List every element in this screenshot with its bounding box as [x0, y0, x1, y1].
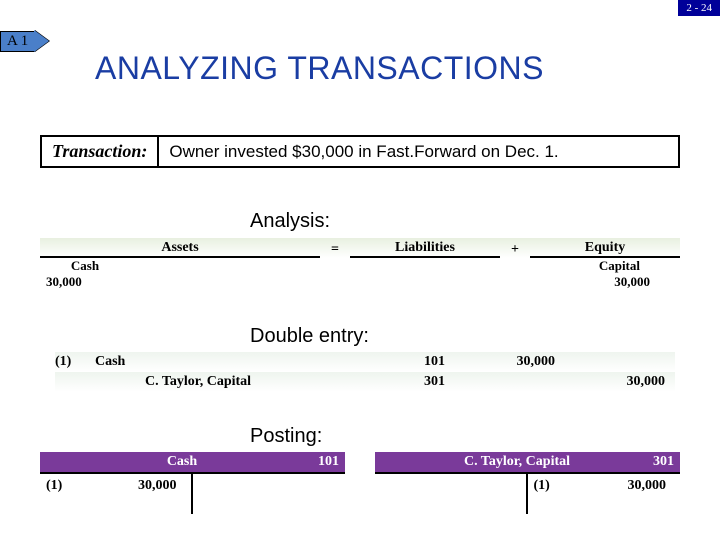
journal-account: Cash	[95, 354, 385, 370]
journal-credit: 30,000	[555, 374, 665, 390]
journal-row: C. Taylor, Capital 301 30,000	[55, 372, 675, 392]
t-account-ref: (1)	[534, 478, 574, 510]
equals-sign: =	[320, 242, 350, 258]
double-entry-heading: Double entry:	[250, 325, 369, 348]
t-account-amount: 30,000	[138, 478, 185, 510]
analysis-header-equity: Equity	[530, 240, 680, 256]
journal-row: (1) Cash 101 30,000	[55, 352, 675, 372]
page-number: 2 - 24	[678, 0, 720, 16]
t-account-title: Cash	[46, 454, 318, 470]
journal-idx: (1)	[55, 354, 95, 370]
t-account-cash: Cash 101 (1) 30,000	[40, 452, 345, 514]
analysis-value-cash: 30,000	[40, 274, 110, 290]
posting-heading: Posting:	[250, 425, 322, 448]
analysis-heading: Analysis:	[250, 210, 330, 233]
page-title: ANALYZING TRANSACTIONS	[95, 50, 544, 87]
plus-sign: +	[500, 242, 530, 258]
t-account-amount: 30,000	[628, 478, 675, 510]
transaction-box: Transaction: Owner invested $30,000 in F…	[40, 135, 680, 168]
objective-tag: A 1	[0, 30, 49, 52]
journal-account: C. Taylor, Capital	[95, 374, 385, 390]
analysis-header-assets: Assets	[40, 240, 320, 256]
journal-acct-number: 101	[385, 354, 445, 370]
t-account-number: 301	[653, 454, 674, 470]
objective-tag-label: A 1	[0, 31, 35, 52]
analysis-value-capital: 30,000	[110, 274, 680, 290]
t-account-number: 101	[318, 454, 339, 470]
double-entry-table: (1) Cash 101 30,000 C. Taylor, Capital 3…	[55, 352, 675, 392]
journal-debit	[445, 374, 555, 390]
transaction-label: Transaction:	[42, 137, 159, 166]
posting-t-accounts: Cash 101 (1) 30,000 C. Taylor, Capital 3…	[40, 452, 680, 514]
objective-tag-arrow	[34, 30, 49, 52]
journal-idx	[55, 374, 95, 390]
analysis-header-liabilities: Liabilities	[350, 240, 500, 256]
t-account-capital: C. Taylor, Capital 301 (1) 30,000	[375, 452, 680, 514]
journal-acct-number: 301	[385, 374, 445, 390]
analysis-equation: Assets = Liabilities + Equity Cash Capit…	[40, 238, 680, 290]
analysis-sub-capital: Capital	[180, 258, 670, 274]
analysis-sub-cash: Cash	[40, 258, 180, 274]
transaction-text: Owner invested $30,000 in Fast.Forward o…	[159, 138, 568, 166]
t-account-title: C. Taylor, Capital	[381, 454, 653, 470]
t-account-ref: (1)	[46, 478, 86, 510]
journal-debit: 30,000	[445, 354, 555, 370]
journal-credit	[555, 354, 665, 370]
